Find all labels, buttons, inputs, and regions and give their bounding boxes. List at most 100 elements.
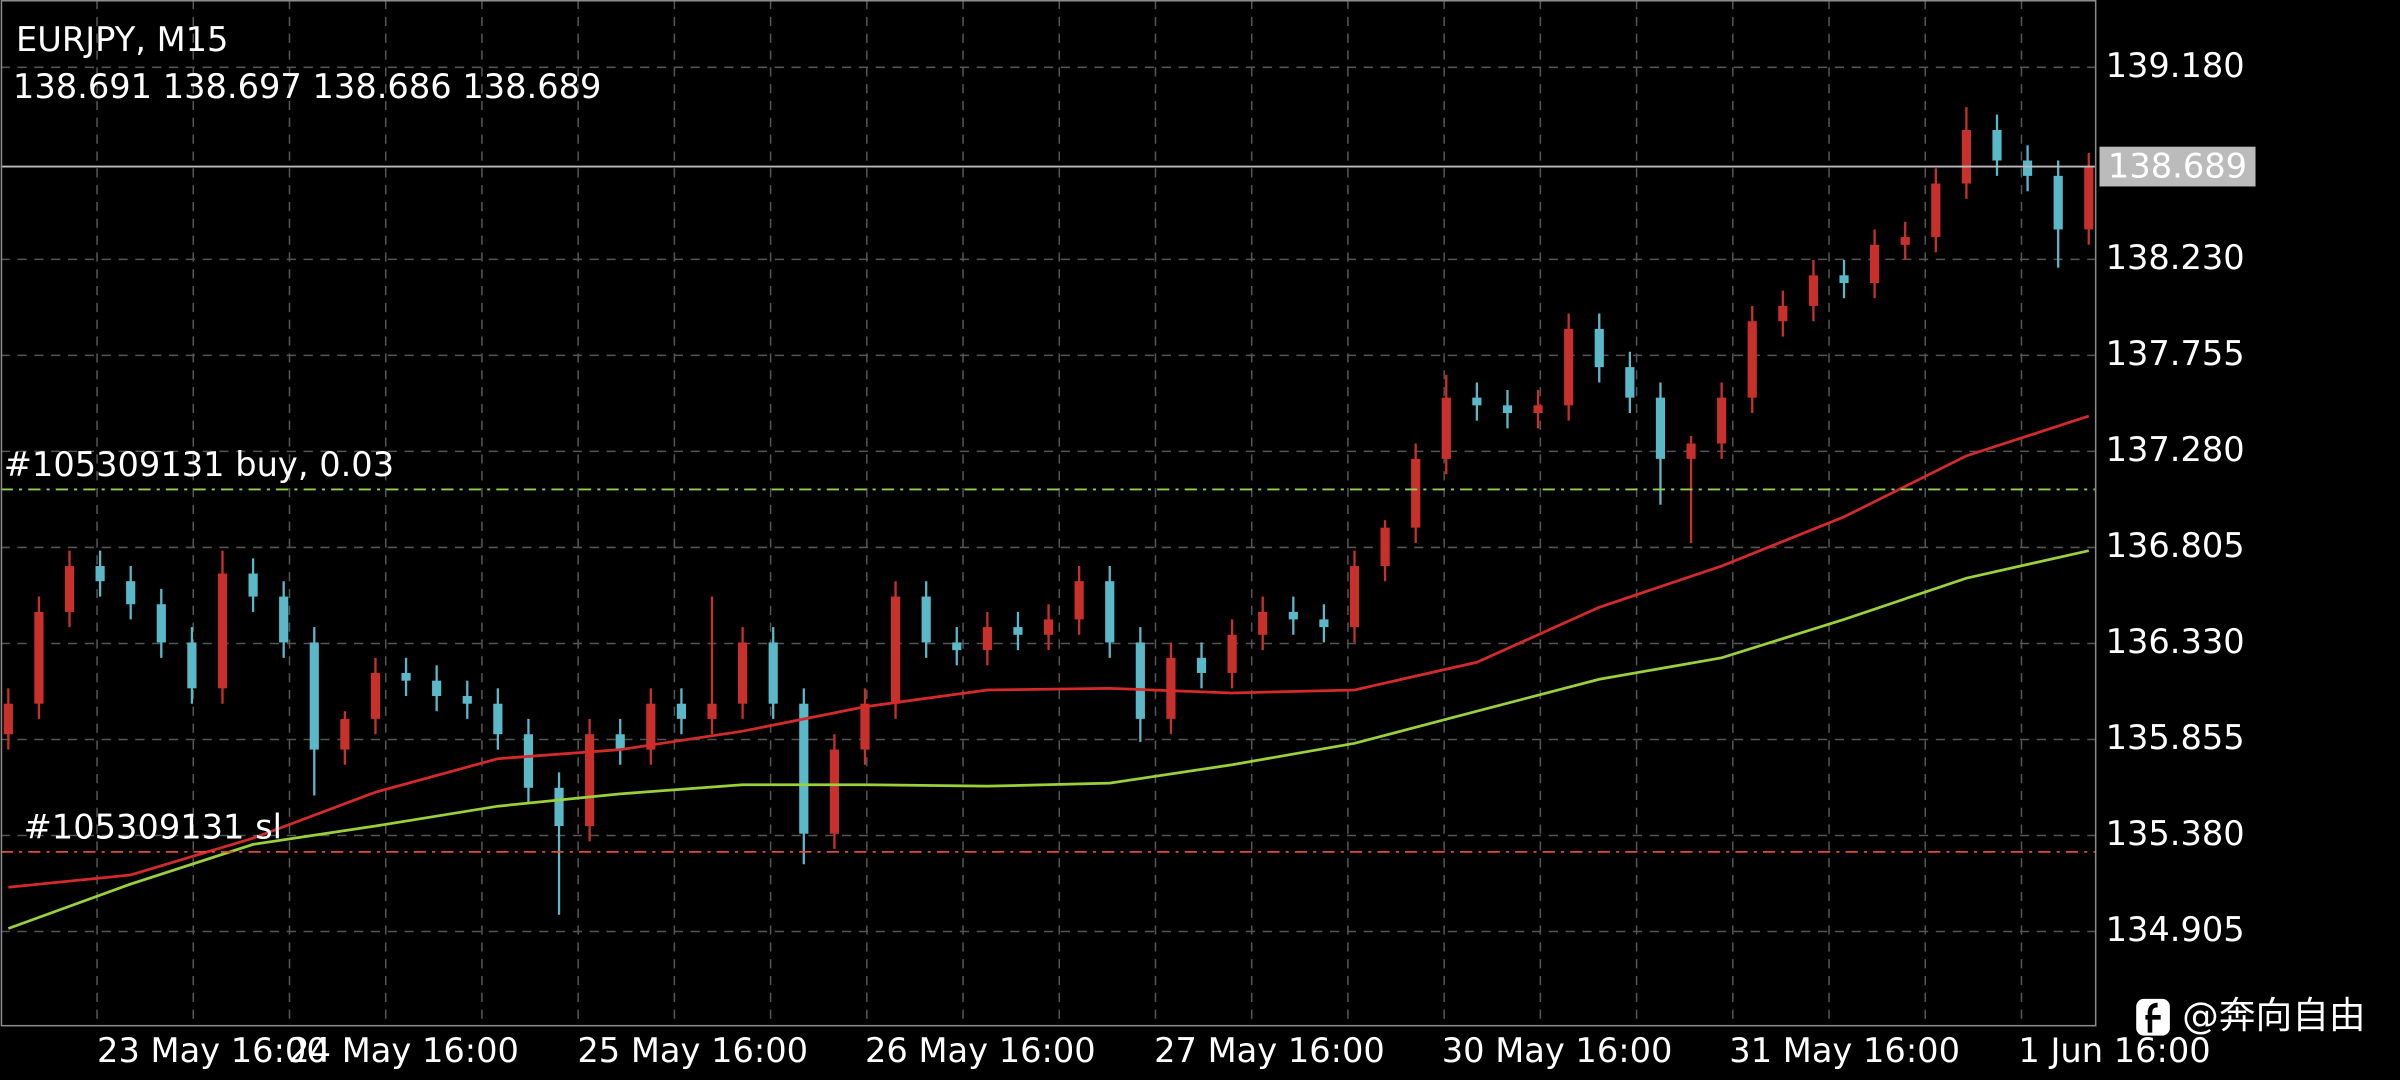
candle-body [615, 734, 625, 750]
candle-body [1625, 367, 1635, 398]
candle-body [676, 703, 687, 719]
x-tick-label: 24 May 16:00 [288, 1031, 519, 1070]
candle-body [1594, 328, 1604, 368]
y-tick-label: 134.905 [2106, 910, 2245, 949]
candle-body [982, 627, 992, 651]
candle-body [1839, 275, 1849, 284]
candle-body [768, 642, 778, 704]
x-tick-label: 25 May 16:00 [577, 1031, 808, 1070]
candle-body [432, 680, 442, 697]
candle-body [1319, 619, 1329, 628]
price-label: 138.689 [2108, 147, 2247, 186]
candle-body [248, 573, 258, 597]
candle-body [64, 566, 75, 612]
candle-body [493, 703, 503, 735]
x-tick-label: 26 May 16:00 [865, 1031, 1096, 1070]
candle-body [95, 566, 105, 582]
candle-body [1533, 405, 1543, 414]
price-label-box [2099, 146, 2256, 187]
candle-body [1870, 244, 1880, 284]
candle-body [860, 703, 870, 750]
candle-body [1686, 443, 1696, 459]
symbol: EURJPY, M15 [16, 20, 228, 59]
candle-body [1717, 397, 1727, 444]
candle-body [1564, 328, 1574, 406]
candle-body [1655, 397, 1666, 459]
candle-body [126, 581, 136, 605]
candle-body [1411, 458, 1421, 528]
candle-body [187, 642, 197, 689]
candle-body [890, 596, 901, 704]
candle-body [309, 642, 319, 750]
x-tick-label: 27 May 16:00 [1154, 1031, 1385, 1070]
candle-body [156, 604, 166, 643]
x-tick-label: 1 Jun 16:00 [2018, 1031, 2210, 1070]
candle-body [1349, 566, 1360, 628]
candle-body [829, 749, 839, 834]
candle-body [1288, 611, 1298, 620]
watermark-icon-glyph [2145, 1002, 2161, 1033]
y-tick-label: 137.280 [2106, 430, 2245, 469]
candle-body [3, 703, 13, 735]
candle-body [1472, 397, 1482, 406]
order-label: #105309131 sl [24, 807, 282, 846]
candle-body [2084, 166, 2094, 230]
candle-body [34, 611, 44, 704]
y-tick-label: 135.855 [2106, 718, 2245, 757]
candle-body [401, 672, 411, 681]
candle-body [646, 703, 656, 750]
candle-body [1074, 581, 1084, 620]
y-tick-label: 138.230 [2106, 238, 2245, 277]
moving-average [8, 414, 2090, 889]
candle-body [1135, 642, 1145, 719]
candle-body [523, 734, 534, 788]
candle-body [217, 573, 228, 689]
y-tick-label: 139.180 [2106, 46, 2245, 85]
candle-body [1808, 275, 1819, 306]
watermark: @奔向自由 [2182, 994, 2366, 1037]
candle-body [585, 734, 595, 827]
candle-body [1105, 581, 1115, 643]
order-label: #105309131 buy, 0.03 [4, 445, 394, 484]
candle-body [1931, 183, 1941, 238]
candle-body [1013, 627, 1023, 635]
plot-border [0, 0, 2097, 1027]
plot: #105309131 buy, 0.03 #105309131 sl [0, 107, 2095, 930]
grid [0, 0, 2095, 1025]
candle-body [370, 672, 381, 719]
candle-body [1258, 611, 1268, 635]
candle-body [1992, 129, 2002, 161]
candle-body [921, 596, 931, 643]
candle-body [1961, 129, 1971, 184]
candle-body [1166, 657, 1176, 719]
candle-body [738, 642, 748, 704]
candle-body [1502, 405, 1513, 414]
moving-average [7, 549, 2090, 930]
x-tick-label: 30 May 16:00 [1442, 1031, 1673, 1070]
candle-body [2053, 175, 2063, 230]
candle-body [799, 703, 809, 834]
candle-body [1043, 619, 1054, 635]
candle-body [1441, 397, 1451, 459]
quote: 138.691 138.697 138.686 138.689 [13, 67, 602, 106]
x-tick-label: 23 May 16:00 [97, 1031, 328, 1070]
candle-body [1747, 321, 1757, 398]
candle-body [1196, 657, 1207, 673]
candle-body [1227, 634, 1237, 673]
candle-body [2023, 160, 2033, 176]
candle-body [707, 703, 717, 719]
candle-body [1900, 237, 1910, 245]
y-tick-label: 136.330 [2106, 622, 2245, 661]
candle-body [1778, 305, 1788, 322]
candle-body [279, 596, 289, 643]
candle-body [340, 718, 350, 750]
candle-body [554, 787, 564, 827]
x-tick-label: 31 May 16:00 [1729, 1031, 1960, 1070]
candle-body [952, 642, 962, 651]
y-tick-label: 137.755 [2106, 334, 2245, 373]
y-tick-label: 136.805 [2106, 526, 2245, 565]
candle-body [1380, 527, 1390, 567]
